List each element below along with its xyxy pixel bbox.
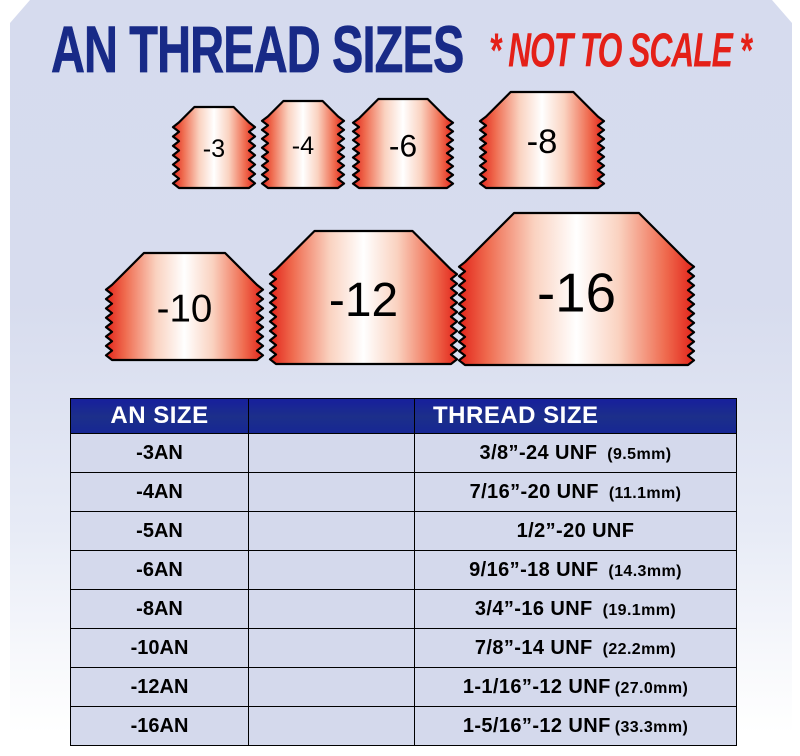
- svg-text:-6: -6: [389, 127, 417, 163]
- svg-text:-3: -3: [203, 135, 225, 163]
- svg-text:-4: -4: [292, 132, 314, 160]
- svg-text:-16: -16: [537, 261, 616, 323]
- svg-text:-8: -8: [527, 123, 558, 161]
- svg-text:-12: -12: [329, 274, 398, 327]
- svg-text:-10: -10: [157, 287, 213, 330]
